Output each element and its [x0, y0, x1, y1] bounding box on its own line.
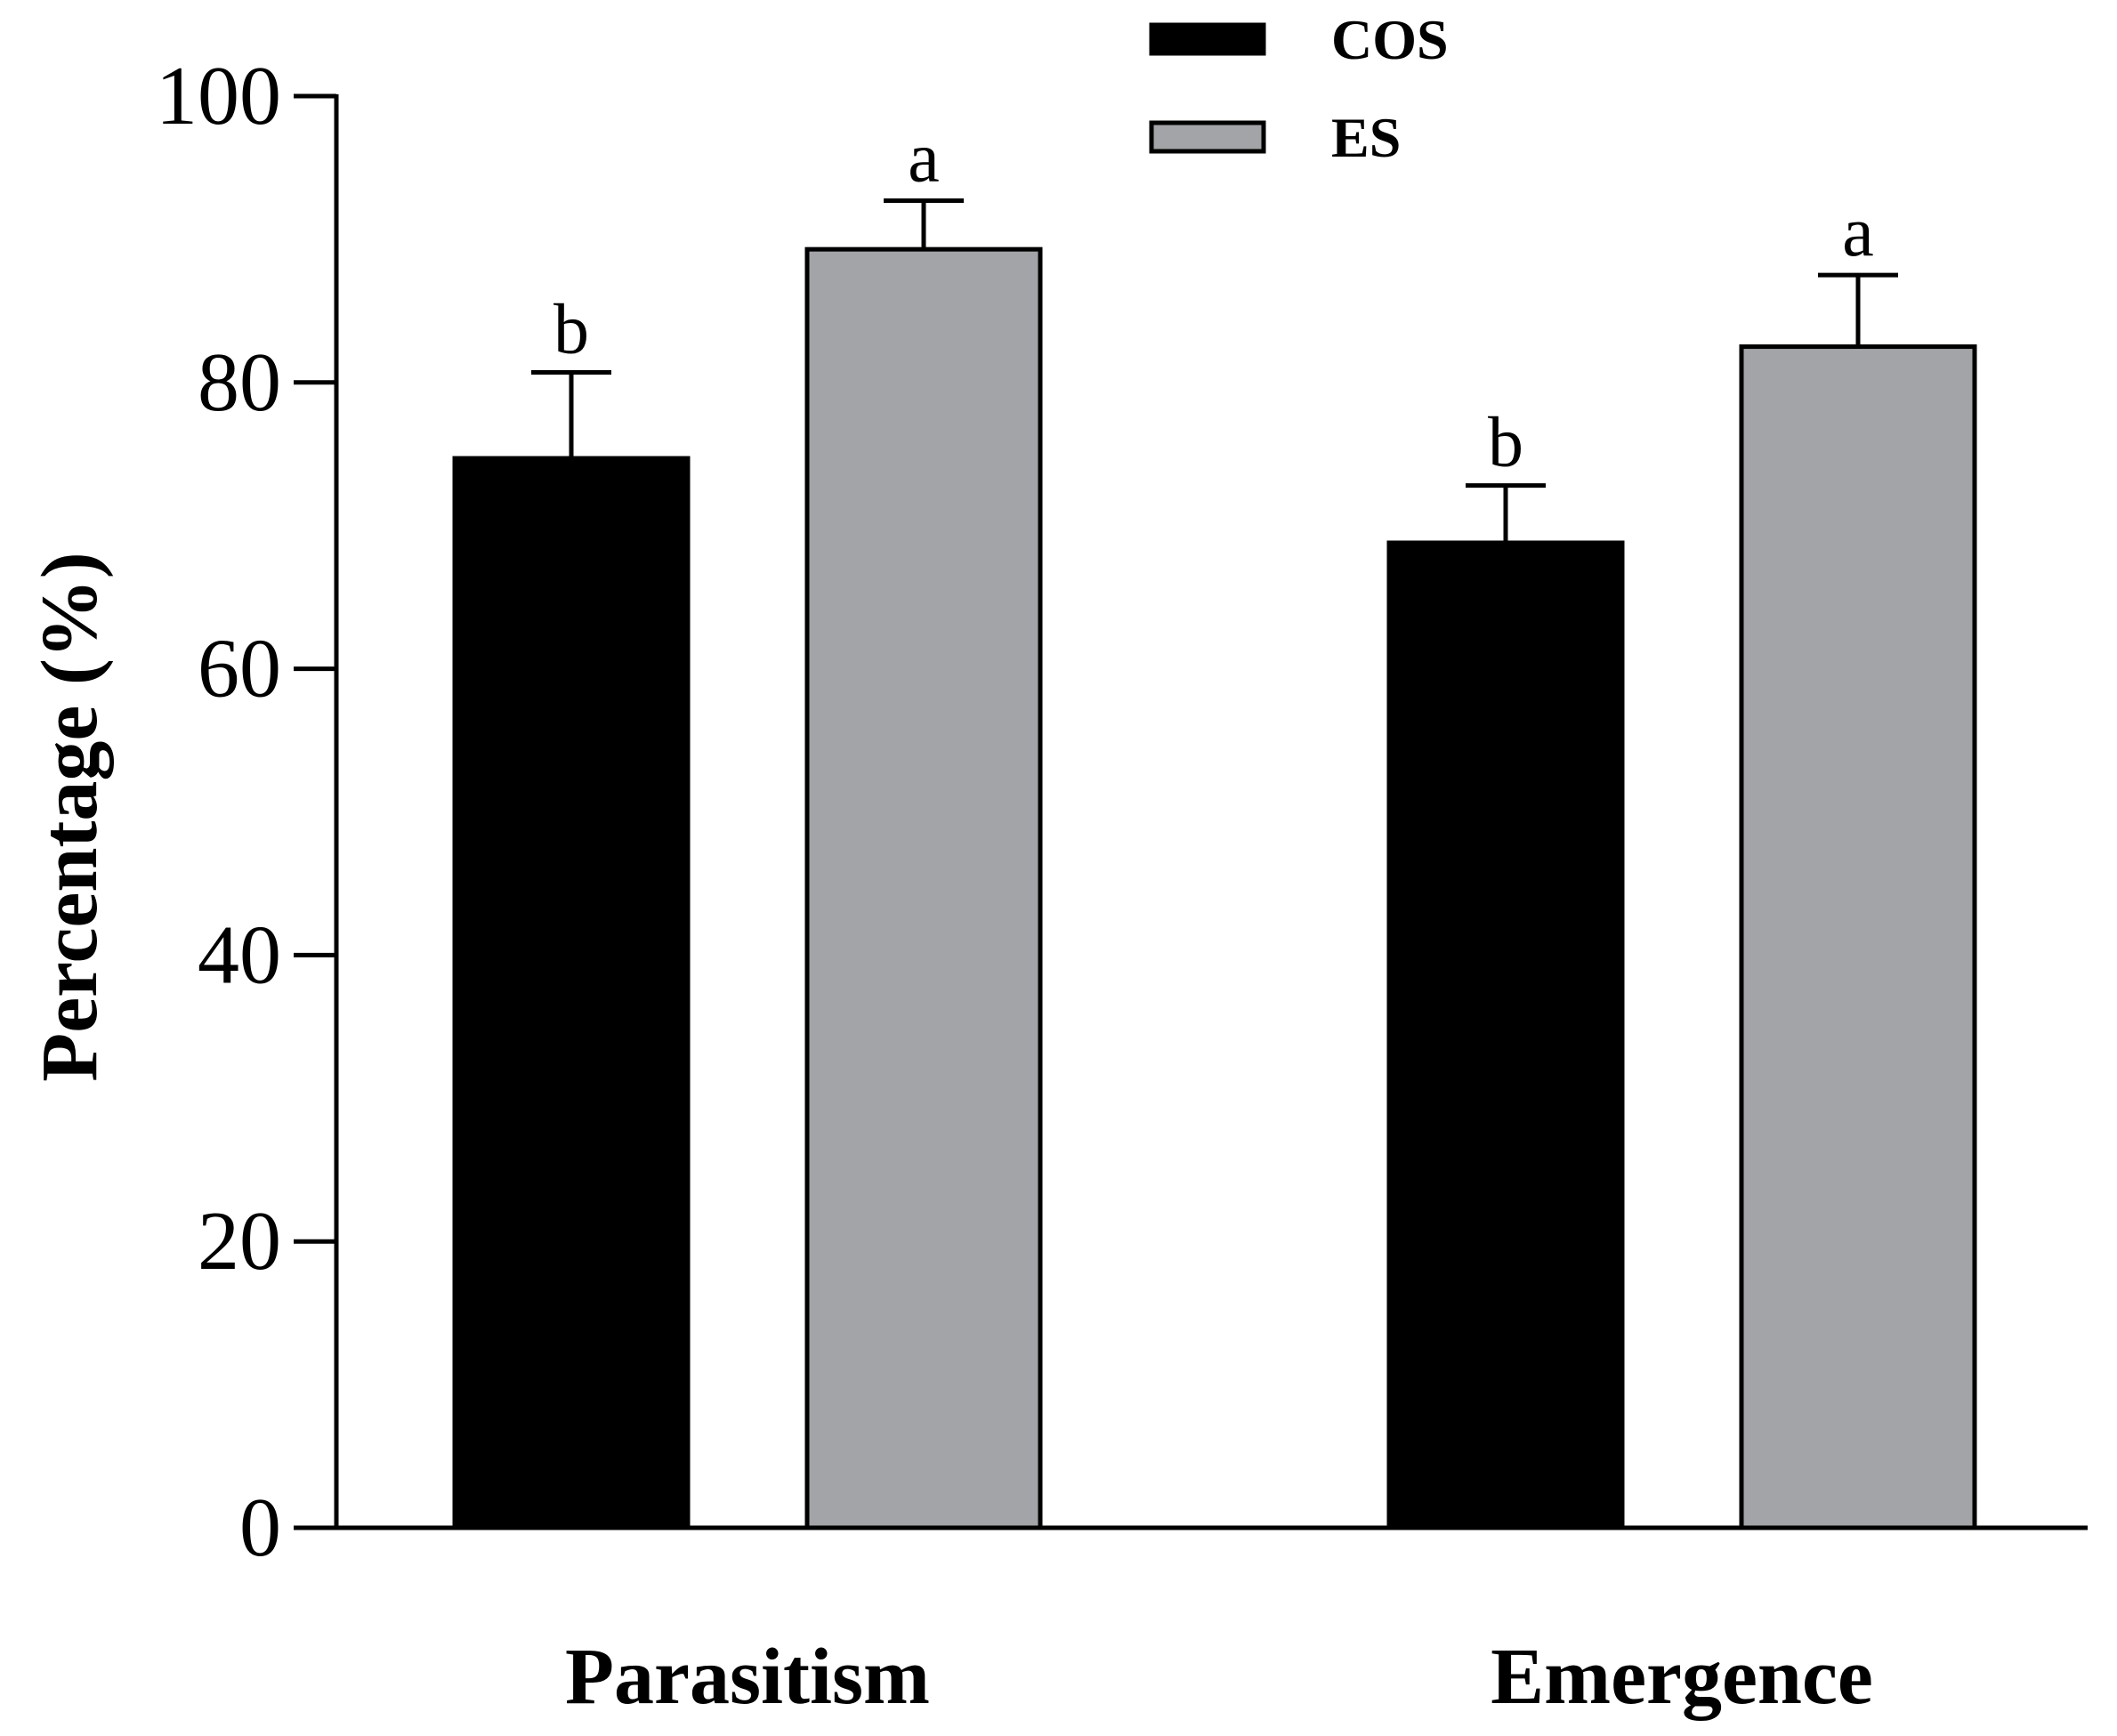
- bar-es-parasitism: [804, 246, 1043, 1530]
- legend-swatch-cos: [1149, 22, 1266, 56]
- y-tick-label-80: 80: [198, 336, 281, 429]
- significance-letter-cos-parasitism: b: [553, 291, 589, 369]
- x-category-label-parasitism: Parasitism: [565, 1633, 930, 1721]
- y-tick-label-100: 100: [156, 50, 281, 142]
- legend-label-cos: COS: [1331, 8, 1449, 71]
- significance-letter-es-emergence: a: [1842, 193, 1874, 271]
- bar-cos-parasitism: [452, 456, 691, 1530]
- y-tick-label-40: 40: [198, 908, 281, 1001]
- legend-label-es: ES: [1331, 106, 1401, 169]
- x-category-label-emergence: Emergence: [1491, 1633, 1873, 1721]
- legend: COS ES: [1149, 8, 1449, 169]
- y-tick-label-20: 20: [198, 1195, 281, 1288]
- axes-layer: 0 20 40 60 80 100 Parasitism Emergence: [156, 50, 2088, 1721]
- bar-es-emergence: [1739, 344, 1977, 1530]
- bar-cos-emergence: [1386, 540, 1625, 1530]
- significance-letter-es-parasitism: a: [908, 118, 940, 197]
- y-axis-title: Percentage (%): [26, 552, 114, 1082]
- y-tick-label-60: 60: [198, 623, 281, 715]
- y-tick-label-0: 0: [239, 1482, 281, 1574]
- significance-letter-cos-emergence: b: [1488, 404, 1523, 482]
- bars-layer: b b a a: [452, 118, 1977, 1530]
- legend-swatch-es: [1149, 120, 1266, 154]
